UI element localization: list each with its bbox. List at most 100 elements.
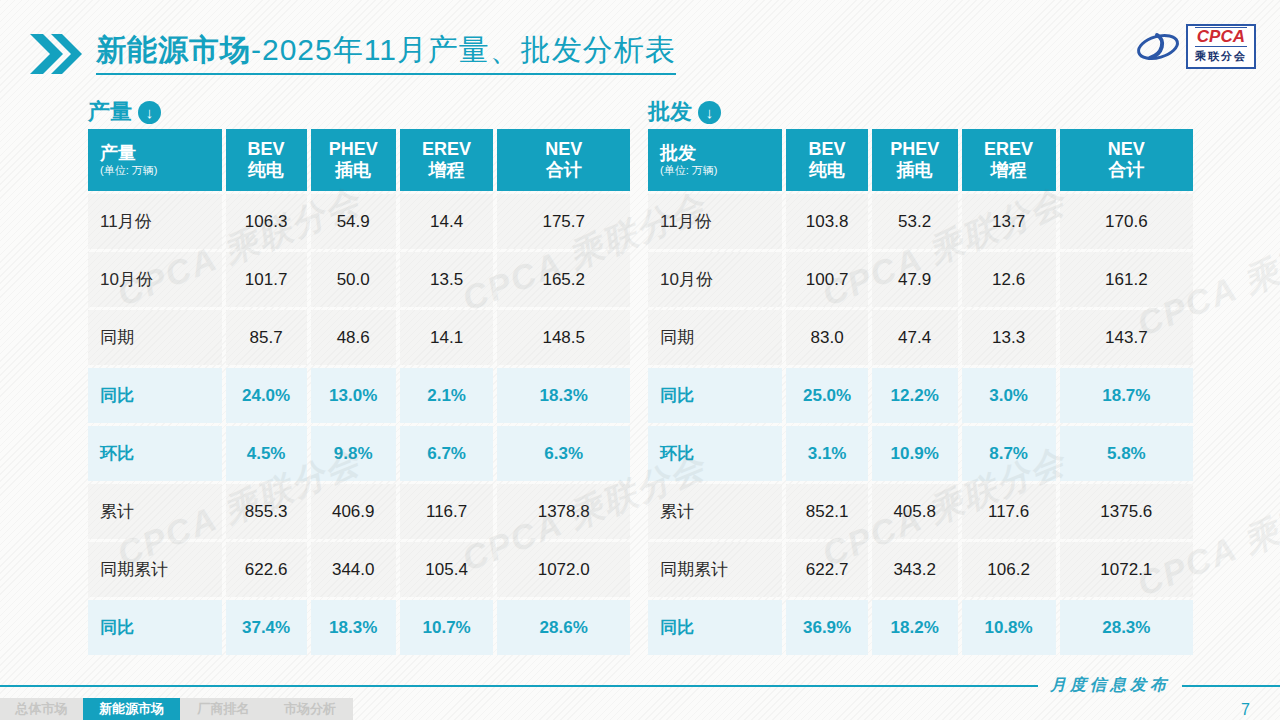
footer-rule: 月度信息发布 bbox=[0, 675, 1280, 696]
row-label: 10月份 bbox=[88, 252, 222, 307]
row-label: 累计 bbox=[648, 484, 782, 539]
cell-value: 622.6 bbox=[226, 542, 307, 597]
table-row: 同比25.0%12.2%3.0%18.7% bbox=[648, 368, 1193, 423]
row-label: 环比 bbox=[648, 426, 782, 481]
table-row: 11月份106.354.914.4175.7 bbox=[88, 194, 630, 249]
cell-value: 106.3 bbox=[226, 194, 307, 249]
footer-tab-3[interactable]: 厂商排名 bbox=[180, 698, 267, 720]
row-label: 环比 bbox=[88, 426, 222, 481]
table-header-label: 产量(单位: 万辆) bbox=[88, 129, 222, 191]
cell-value: 18.3% bbox=[311, 600, 396, 655]
cell-value: 13.5 bbox=[400, 252, 494, 307]
cell-value: 622.7 bbox=[786, 542, 867, 597]
cell-value: 1378.8 bbox=[497, 484, 630, 539]
row-label: 同期 bbox=[648, 310, 782, 365]
cell-value: 53.2 bbox=[872, 194, 958, 249]
row-label: 10月份 bbox=[648, 252, 782, 307]
table-row: 11月份103.853.213.7170.6 bbox=[648, 194, 1193, 249]
column-header: BEV纯电 bbox=[786, 129, 867, 191]
wholesale-table: 批发(单位: 万辆)BEV纯电PHEV插电EREV增程NEV合计11月份103.… bbox=[644, 126, 1197, 658]
cell-value: 25.0% bbox=[786, 368, 867, 423]
cell-value: 100.7 bbox=[786, 252, 867, 307]
cpca-logo: CPCA 乘联分会 bbox=[1135, 24, 1256, 69]
cell-value: 343.2 bbox=[872, 542, 958, 597]
footer-tab-4[interactable]: 市场分析 bbox=[267, 698, 353, 720]
cell-value: 13.3 bbox=[962, 310, 1056, 365]
cell-value: 3.0% bbox=[962, 368, 1056, 423]
table-row: 同比36.9%18.2%10.8%28.3% bbox=[648, 600, 1193, 655]
cell-value: 103.8 bbox=[786, 194, 867, 249]
cell-value: 54.9 bbox=[311, 194, 396, 249]
cell-value: 8.7% bbox=[962, 426, 1056, 481]
row-label: 同期 bbox=[88, 310, 222, 365]
cell-value: 5.8% bbox=[1060, 426, 1193, 481]
footer-tab-bar: 总体市场新能源市场厂商排名市场分析 bbox=[0, 698, 353, 720]
cell-value: 18.2% bbox=[872, 600, 958, 655]
table-row: 同期累计622.7343.2106.21072.1 bbox=[648, 542, 1193, 597]
row-label: 同期累计 bbox=[88, 542, 222, 597]
column-header: PHEV插电 bbox=[872, 129, 958, 191]
page-title-emphasis: 新能源市场 bbox=[96, 33, 251, 66]
title-bar: 新能源市场-2025年11月产量、批发分析表 bbox=[30, 32, 676, 75]
row-label: 11月份 bbox=[88, 194, 222, 249]
wholesale-section: 批发 ↓ 批发(单位: 万辆)BEV纯电PHEV插电EREV增程NEV合计11月… bbox=[648, 98, 1193, 658]
cell-value: 10.7% bbox=[400, 600, 494, 655]
cell-value: 1072.0 bbox=[497, 542, 630, 597]
cell-value: 406.9 bbox=[311, 484, 396, 539]
cell-value: 47.4 bbox=[872, 310, 958, 365]
cell-value: 14.1 bbox=[400, 310, 494, 365]
cell-value: 170.6 bbox=[1060, 194, 1193, 249]
cell-value: 24.0% bbox=[226, 368, 307, 423]
footer-rule-left bbox=[0, 685, 1038, 687]
footer-tab-2[interactable]: 新能源市场 bbox=[83, 698, 180, 720]
cell-value: 101.7 bbox=[226, 252, 307, 307]
cell-value: 28.6% bbox=[497, 600, 630, 655]
cell-value: 405.8 bbox=[872, 484, 958, 539]
cell-value: 37.4% bbox=[226, 600, 307, 655]
table-row: 10月份100.747.912.6161.2 bbox=[648, 252, 1193, 307]
footer-tab-1[interactable]: 总体市场 bbox=[0, 698, 83, 720]
slide: 新能源市场-2025年11月产量、批发分析表 CPCA 乘联分会 产量 ↓ 产量… bbox=[0, 0, 1280, 720]
cell-value: 9.8% bbox=[311, 426, 396, 481]
row-label: 同比 bbox=[88, 368, 222, 423]
wholesale-section-label: 批发 ↓ bbox=[648, 98, 1193, 126]
down-arrow-icon: ↓ bbox=[138, 101, 161, 124]
row-label: 同比 bbox=[648, 368, 782, 423]
cell-value: 161.2 bbox=[1060, 252, 1193, 307]
column-header: EREV增程 bbox=[962, 129, 1056, 191]
cell-value: 83.0 bbox=[786, 310, 867, 365]
table-row: 同期累计622.6344.0105.41072.0 bbox=[88, 542, 630, 597]
cpca-logo-name: 乘联分会 bbox=[1195, 49, 1247, 64]
table-row: 同期83.047.413.3143.7 bbox=[648, 310, 1193, 365]
cell-value: 1072.1 bbox=[1060, 542, 1193, 597]
cell-value: 18.7% bbox=[1060, 368, 1193, 423]
cell-value: 36.9% bbox=[786, 600, 867, 655]
row-label: 同比 bbox=[88, 600, 222, 655]
double-chevron-icon bbox=[30, 34, 82, 74]
cell-value: 12.2% bbox=[872, 368, 958, 423]
cell-value: 175.7 bbox=[497, 194, 630, 249]
production-table: 产量(单位: 万辆)BEV纯电PHEV插电EREV增程NEV合计11月份106.… bbox=[84, 126, 634, 658]
table-row: 累计855.3406.9116.71378.8 bbox=[88, 484, 630, 539]
cell-value: 85.7 bbox=[226, 310, 307, 365]
cell-value: 6.7% bbox=[400, 426, 494, 481]
cpca-swoosh-icon bbox=[1135, 29, 1181, 65]
cell-value: 50.0 bbox=[311, 252, 396, 307]
cell-value: 6.3% bbox=[497, 426, 630, 481]
row-label: 累计 bbox=[88, 484, 222, 539]
page-number: 7 bbox=[1241, 701, 1250, 719]
row-label: 同比 bbox=[648, 600, 782, 655]
cell-value: 12.6 bbox=[962, 252, 1056, 307]
cell-value: 1375.6 bbox=[1060, 484, 1193, 539]
cell-value: 13.0% bbox=[311, 368, 396, 423]
cell-value: 28.3% bbox=[1060, 600, 1193, 655]
cell-value: 10.8% bbox=[962, 600, 1056, 655]
row-label: 同期累计 bbox=[648, 542, 782, 597]
cell-value: 48.6 bbox=[311, 310, 396, 365]
wholesale-label-text: 批发 bbox=[648, 97, 692, 127]
column-header: EREV增程 bbox=[400, 129, 494, 191]
cell-value: 344.0 bbox=[311, 542, 396, 597]
cpca-logo-acronym: CPCA bbox=[1195, 27, 1247, 47]
cell-value: 3.1% bbox=[786, 426, 867, 481]
cell-value: 106.2 bbox=[962, 542, 1056, 597]
